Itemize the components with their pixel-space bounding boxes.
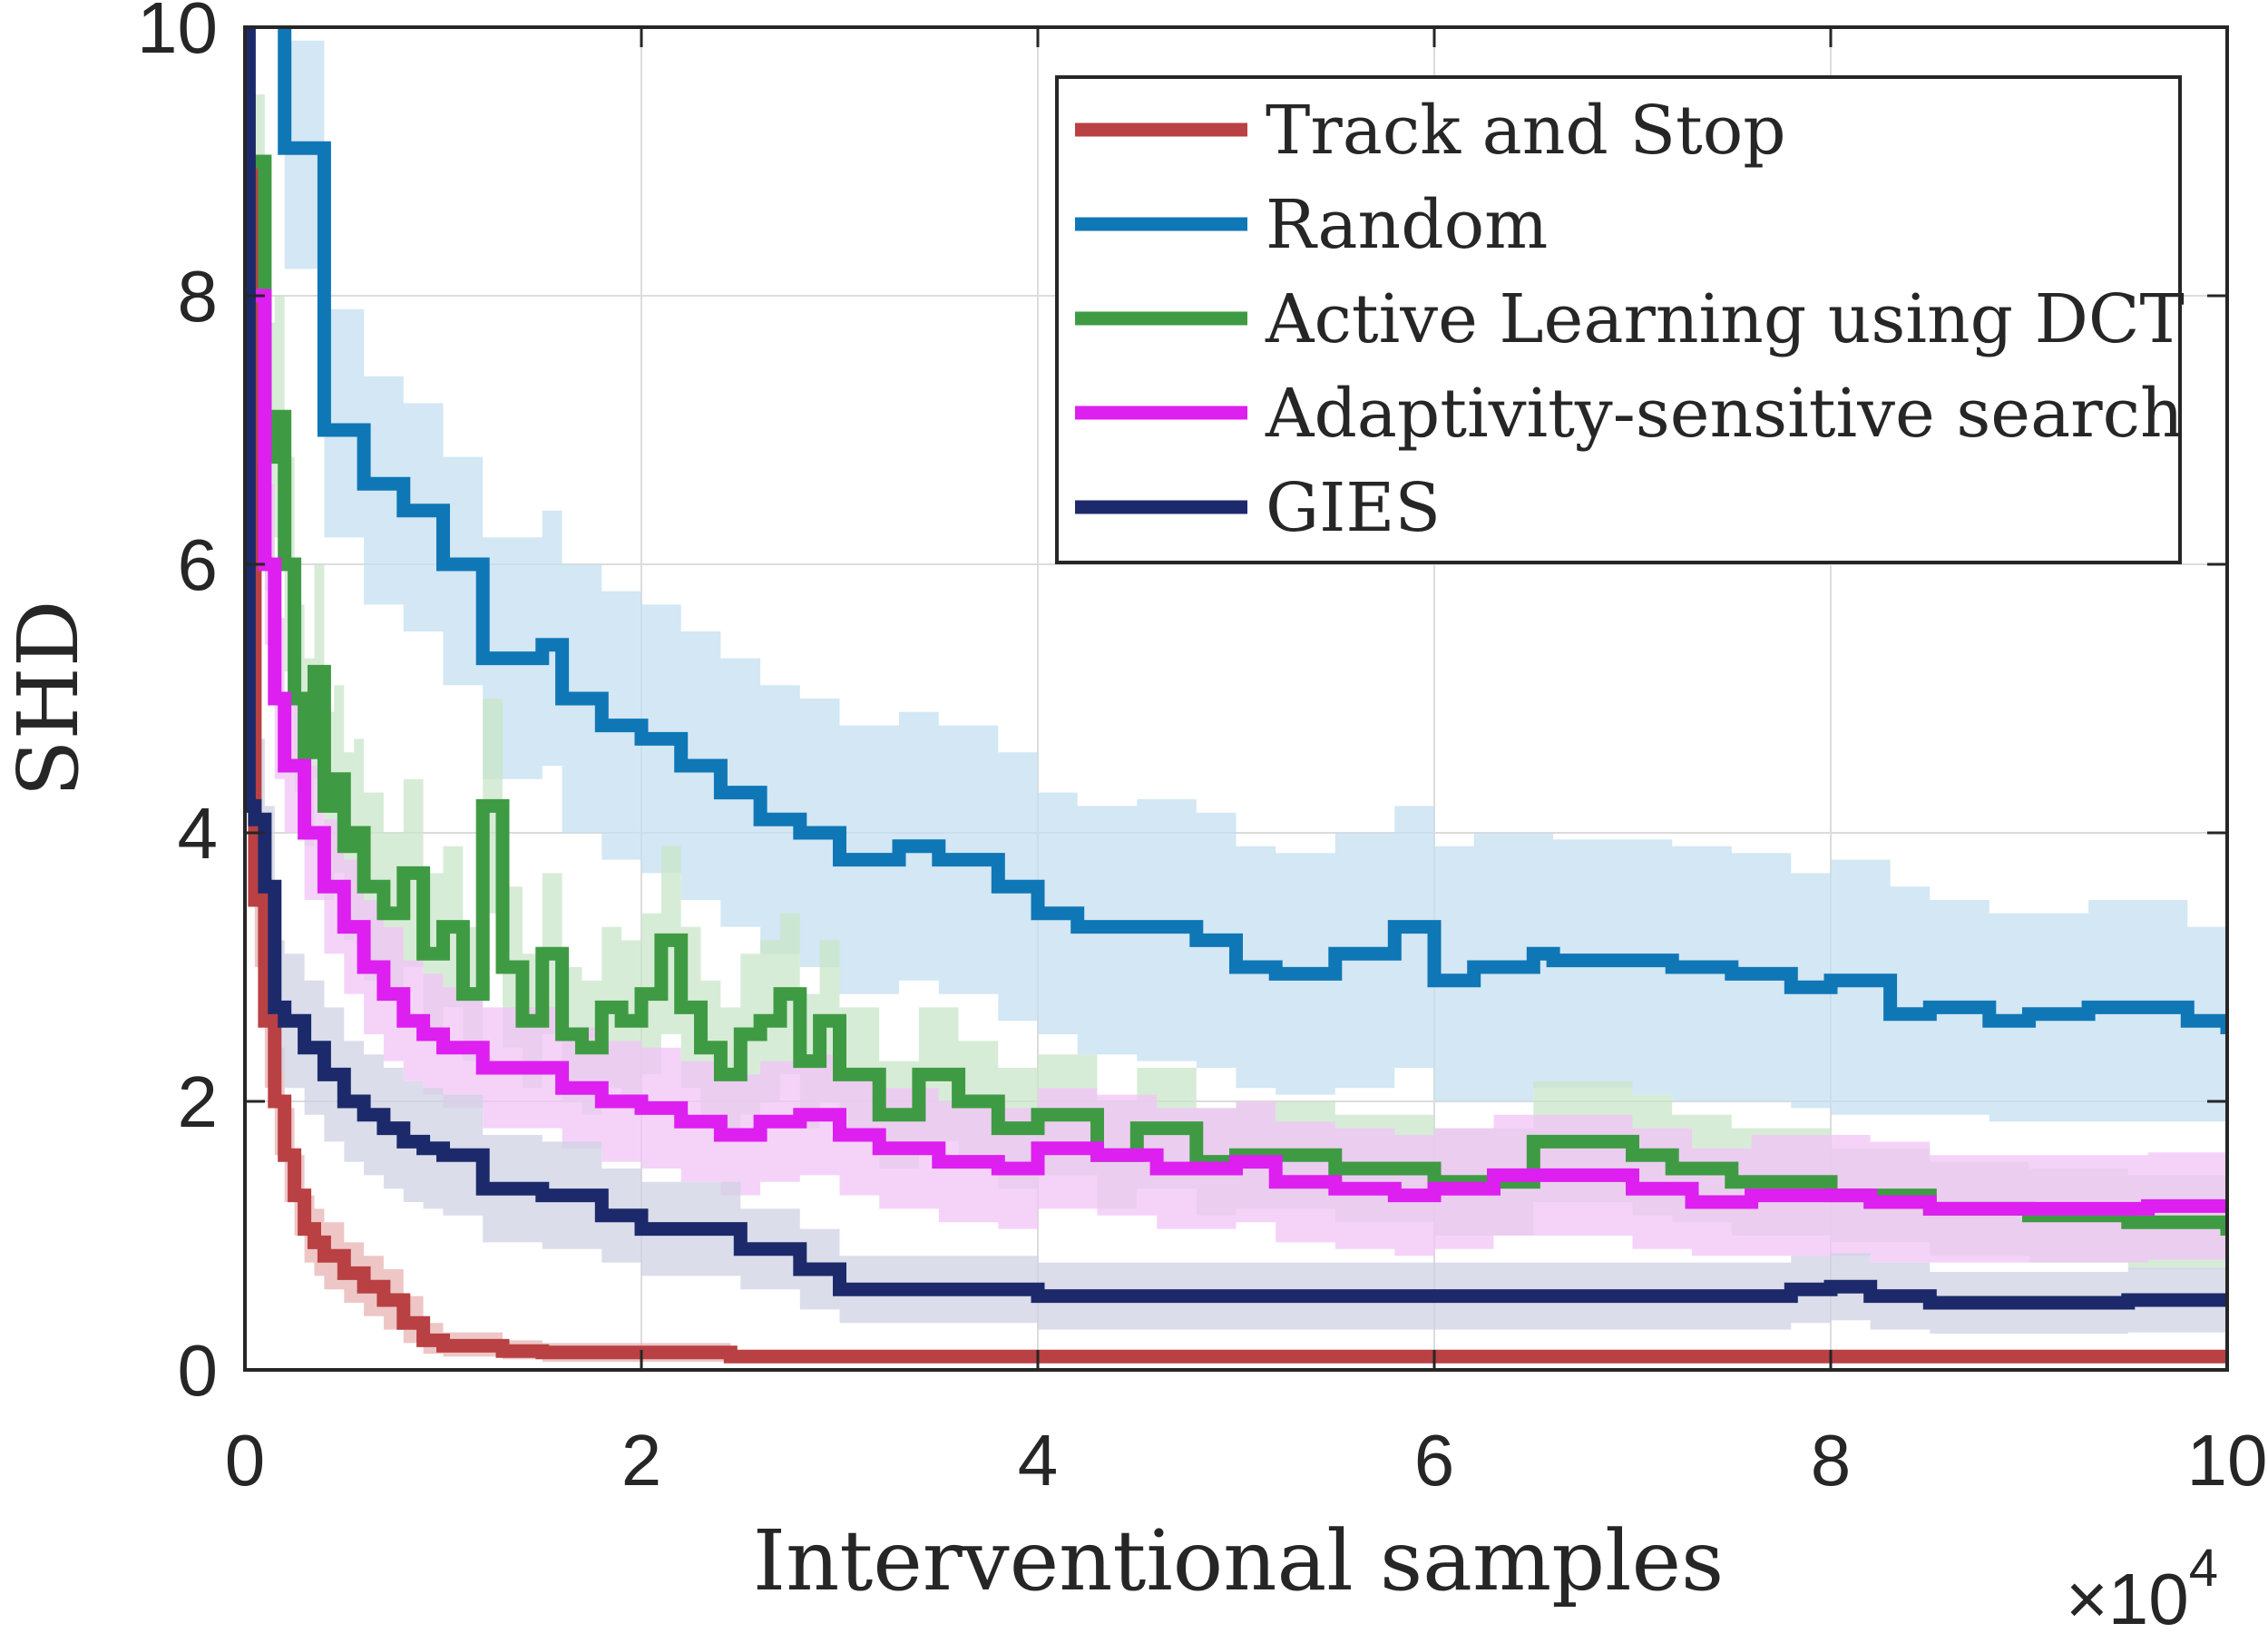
confidence-bands: [245, 27, 2227, 1364]
legend-item-gies: GIES: [1075, 469, 1441, 547]
x-tick-label: 0: [225, 1420, 266, 1501]
svg-text:×104: ×104: [2066, 1539, 2218, 1633]
legend-item-active-learning-using-dct: Active Learning using DCT: [1075, 280, 2185, 358]
series-lines: [245, 27, 2227, 1364]
x-tick-label: 4: [1018, 1420, 1059, 1501]
x-axis-label: Interventional samples: [753, 1512, 1725, 1609]
legend-item-adaptivity-sensitive-search: Adaptivity-sensitive search: [1075, 375, 2184, 453]
line-track-and-stop: [245, 154, 2227, 1364]
x-tick-label: 8: [1811, 1420, 1852, 1501]
legend: Track and Stop Random Active Learning usin…: [1055, 75, 2185, 564]
band-adaptivity-sensitive-search: [254, 215, 2227, 1263]
legend-label: Active Learning using DCT: [1265, 280, 2185, 358]
legend-label: Adaptivity-sensitive search: [1265, 375, 2184, 453]
legend-label: GIES: [1266, 469, 1441, 547]
x-tick-label: 2: [621, 1420, 662, 1501]
y-tick-label: 6: [178, 524, 219, 605]
legend-item-track-and-stop: Track and Stop: [1075, 92, 1786, 170]
x-axis-multiplier: ×104: [2066, 1539, 2218, 1633]
line-adaptivity-sensitive-search: [254, 288, 2227, 1216]
multiplier-exponent: 4: [2189, 1539, 2218, 1598]
legend-label: Track and Stop: [1266, 92, 1786, 170]
x-tick-label: 10: [2187, 1420, 2268, 1501]
legend-label: Random: [1266, 186, 1548, 264]
plot-frame: [243, 25, 2229, 1372]
band-random: [284, 27, 2227, 1129]
line-active-learning-using-dct: [254, 154, 2227, 1236]
y-tick-label: 0: [178, 1330, 219, 1411]
legend-item-random: Random: [1075, 186, 1548, 264]
line-gies: [245, 27, 2227, 1310]
y-tick-label: 8: [178, 256, 219, 337]
y-tick-label: 4: [178, 793, 219, 874]
x-tick-label: 6: [1414, 1420, 1455, 1501]
y-tick-label: 10: [137, 0, 218, 68]
y-axis-label: SHD: [0, 600, 97, 797]
axis-ticks: [243, 25, 2229, 1372]
band-gies: [245, 27, 2227, 1334]
y-tick-label: 2: [178, 1061, 219, 1142]
line-random: [278, 27, 2227, 1034]
multiplier-base: ×10: [2066, 1559, 2189, 1633]
band-active-learning-using-dct: [254, 94, 2227, 1276]
tick-labels: 0 2 4 6 8 10 0 2 4 6 8 10: [137, 0, 2267, 1501]
